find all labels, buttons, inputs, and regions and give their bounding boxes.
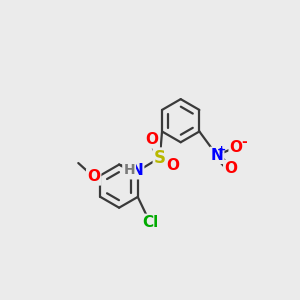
Text: H: H: [123, 163, 135, 177]
Text: O: O: [87, 169, 100, 184]
Text: Cl: Cl: [142, 215, 158, 230]
Text: S: S: [154, 149, 166, 167]
Text: N: N: [130, 163, 143, 178]
Text: -: -: [241, 135, 247, 149]
Text: O: O: [230, 140, 243, 155]
Text: O: O: [167, 158, 179, 173]
Text: O: O: [224, 161, 237, 176]
Text: +: +: [217, 145, 226, 155]
Text: O: O: [146, 132, 159, 147]
Text: N: N: [211, 148, 223, 163]
